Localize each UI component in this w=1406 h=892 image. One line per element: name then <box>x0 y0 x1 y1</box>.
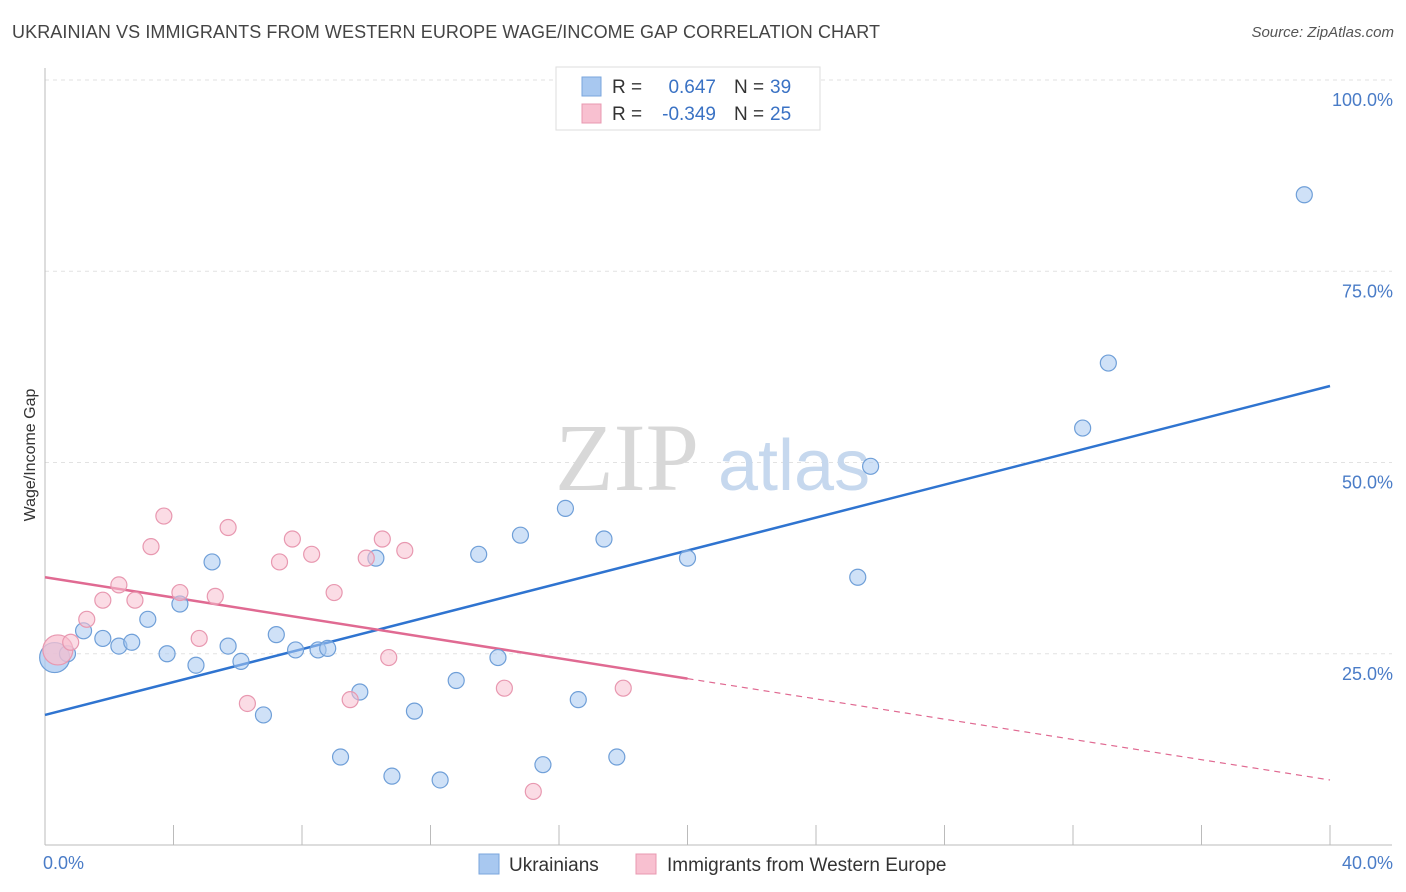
point-0-34 <box>862 457 880 475</box>
top-legend: R = 0.647 N = 39 R = -0.349 N = 25 <box>555 66 821 131</box>
point-1-8 <box>171 583 189 602</box>
point-1-6 <box>142 538 160 556</box>
y-tick-label-1: 75.0% <box>1342 281 1393 301</box>
point-0-37 <box>1099 354 1117 372</box>
point-1-11 <box>219 518 237 537</box>
point-1-9 <box>190 629 208 648</box>
y-axis-title: Wage/Income Gap <box>22 389 39 522</box>
point-0-6 <box>139 610 157 628</box>
bottom-legend-swatch-immigrants <box>635 853 657 875</box>
point-1-23 <box>524 782 542 801</box>
grid-lines <box>45 79 1392 655</box>
point-0-33 <box>678 549 697 567</box>
y-tick-label-0: 100.0% <box>1332 90 1393 110</box>
point-1-2 <box>78 610 96 628</box>
point-0-31 <box>595 530 613 548</box>
point-1-22 <box>495 679 513 697</box>
point-0-3 <box>94 629 112 648</box>
point-1-3 <box>94 591 112 609</box>
point-1-20 <box>380 648 398 667</box>
point-0-5 <box>123 633 141 651</box>
x-tick-label-0: 0.0% <box>43 853 84 873</box>
point-1-7 <box>155 507 173 525</box>
point-1-5 <box>126 591 144 609</box>
legend-r-label-2: R = <box>612 104 642 125</box>
point-0-7 <box>158 645 176 663</box>
point-1-4 <box>110 576 128 594</box>
point-1-14 <box>283 530 301 548</box>
legend-n-value-2: 25 <box>770 104 791 125</box>
legend-n-value-1: 39 <box>770 77 791 98</box>
point-1-13 <box>270 553 289 571</box>
point-0-22 <box>405 702 424 720</box>
point-1-21 <box>396 541 414 560</box>
point-1-18 <box>357 549 375 567</box>
point-0-25 <box>470 545 488 563</box>
legend-n-label-1: N = <box>734 77 764 98</box>
y-tick-labels: 100.0% 75.0% 50.0% 25.0% <box>1332 90 1393 684</box>
trend-line-dashed-1 <box>687 678 1331 781</box>
watermark: ZIP atlas <box>555 404 870 511</box>
point-0-24 <box>447 671 465 690</box>
point-0-9 <box>187 656 205 674</box>
point-0-23 <box>431 771 449 789</box>
point-1-10 <box>206 587 224 605</box>
point-0-26 <box>489 648 507 667</box>
point-1-1 <box>62 633 80 651</box>
point-0-28 <box>534 756 552 774</box>
point-0-15 <box>286 641 305 659</box>
point-1-15 <box>303 545 321 563</box>
point-0-29 <box>556 499 575 517</box>
bottom-legend-label-ukrainians: Ukrainians <box>509 855 599 876</box>
point-0-36 <box>1074 419 1092 437</box>
bottom-legend-label-immigrants: Immigrants from Western Europe <box>667 855 946 876</box>
x-tick-labels: 0.0% 40.0% <box>43 853 1393 873</box>
bottom-legend-swatch-ukrainians <box>478 853 500 875</box>
bottom-legend: Ukrainians Immigrants from Western Europ… <box>478 853 946 876</box>
point-0-32 <box>608 748 626 766</box>
data-points <box>39 186 1313 801</box>
watermark-zip: ZIP <box>555 404 699 511</box>
point-0-35 <box>849 568 867 586</box>
trend-line-solid-1 <box>44 576 688 680</box>
point-1-19 <box>373 530 391 548</box>
y-tick-label-2: 50.0% <box>1342 473 1393 493</box>
point-0-11 <box>219 637 237 655</box>
point-0-14 <box>267 626 285 644</box>
chart-title: UKRAINIAN VS IMMIGRANTS FROM WESTERN EUR… <box>12 22 881 42</box>
legend-n-label-2: N = <box>734 104 764 125</box>
legend-swatch-immigrants <box>581 103 602 124</box>
y-tick-label-3: 25.0% <box>1342 664 1393 684</box>
watermark-atlas: atlas <box>718 426 870 506</box>
point-1-12 <box>238 694 256 713</box>
point-0-13 <box>254 706 273 724</box>
point-0-27 <box>511 526 530 544</box>
legend-r-value-1: 0.647 <box>668 77 716 98</box>
point-0-18 <box>331 748 350 766</box>
legend-r-value-2: -0.349 <box>662 104 716 125</box>
point-0-30 <box>569 691 587 709</box>
legend-r-label-1: R = <box>612 77 642 98</box>
point-0-10 <box>203 553 221 571</box>
point-1-17 <box>341 691 359 709</box>
source-label: Source: ZipAtlas.com <box>1251 24 1394 41</box>
point-0-17 <box>319 639 337 657</box>
point-1-24 <box>614 679 632 697</box>
point-1-16 <box>325 583 343 602</box>
point-0-12 <box>232 652 250 671</box>
point-0-38 <box>1295 186 1313 204</box>
x-tick-label-1: 40.0% <box>1342 853 1393 873</box>
legend-swatch-ukrainians <box>581 76 602 97</box>
axes <box>44 68 1392 846</box>
point-0-21 <box>383 767 401 785</box>
